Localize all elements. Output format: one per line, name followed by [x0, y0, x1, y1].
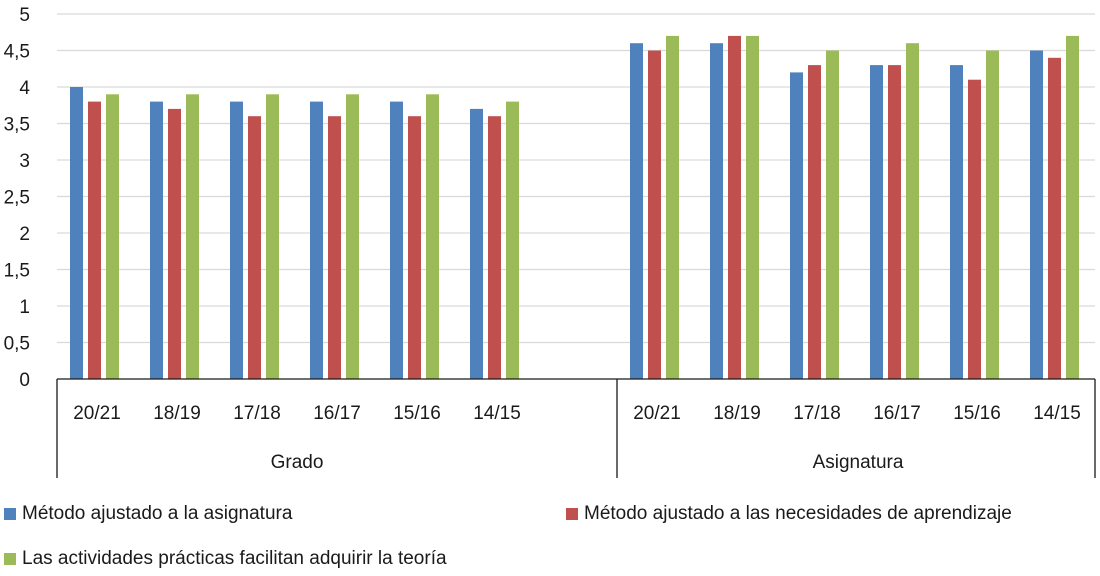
bar: [950, 65, 963, 379]
bar: [710, 43, 723, 379]
bar: [826, 50, 839, 379]
bar: [488, 116, 501, 379]
bar: [790, 72, 803, 380]
bar: [70, 87, 83, 379]
x-tick-label: 20/21: [73, 403, 121, 424]
y-tick-label: 4,5: [4, 42, 30, 63]
y-tick-label: 5: [19, 5, 30, 26]
bar: [1066, 35, 1079, 380]
y-tick-label: 2: [19, 224, 30, 245]
bar: [88, 101, 101, 379]
group-label: Grado: [271, 452, 324, 473]
x-tick-label: 18/19: [713, 403, 761, 424]
bar: [986, 50, 999, 379]
bar: [906, 43, 919, 379]
legend-label-1: Método ajustado a la asignatura: [22, 503, 293, 524]
axes: [56, 378, 1096, 478]
group-label: Asignatura: [813, 452, 904, 473]
legend-swatch-3: [4, 553, 16, 565]
legend-swatch-1: [4, 508, 16, 520]
bar: [168, 108, 181, 380]
bars: [70, 35, 1079, 380]
bar: [746, 35, 759, 380]
x-tick-label: 16/17: [873, 403, 921, 424]
x-tick-label: 15/16: [393, 403, 441, 424]
x-tick-label: 14/15: [473, 403, 521, 424]
bar: [470, 108, 483, 380]
tick-labels: 0 0,5 1 1,5 2 2,5 3 3,5 4 4,5 5: [4, 5, 31, 391]
bar: [808, 65, 821, 379]
y-tick-label: 3,5: [4, 115, 30, 136]
y-tick-label: 3: [19, 151, 30, 172]
y-tick-label: 1,5: [4, 261, 30, 282]
bar: [150, 101, 163, 379]
x-tick-label: 17/18: [793, 403, 841, 424]
bar: [106, 94, 119, 380]
y-tick-label: 0,5: [4, 334, 30, 355]
bar: [408, 116, 421, 379]
bar: [630, 43, 643, 379]
bar: [328, 116, 341, 379]
legend-label-2: Método ajustado a las necesidades de apr…: [584, 503, 1012, 524]
gridlines: [57, 13, 1095, 344]
y-tick-label: 4: [19, 78, 30, 99]
x-tick-label: 17/18: [233, 403, 281, 424]
bar: [426, 94, 439, 380]
bar: [506, 101, 519, 379]
x-tick-label: 14/15: [1033, 403, 1081, 424]
y-tick-label: 0: [19, 370, 30, 391]
group-labels: Grado Asignatura: [271, 452, 904, 473]
legend-label-3: Las actividades prácticas facilitan adqu…: [22, 548, 447, 569]
bar: [666, 35, 679, 380]
legend-item-1: Método ajustado a la asignatura: [4, 503, 292, 525]
x-tick-label: 16/17: [313, 403, 361, 424]
bar: [1048, 57, 1061, 380]
bar: [648, 50, 661, 379]
bar: [346, 94, 359, 380]
bar: [248, 116, 261, 379]
bar: [310, 101, 323, 379]
bar: [1030, 50, 1043, 379]
bar: [390, 101, 403, 379]
bar: [728, 35, 741, 380]
x-tick-label: 15/16: [953, 403, 1001, 424]
bar: [870, 65, 883, 379]
y-tick-label: 1: [19, 297, 30, 318]
legend-swatch-2: [566, 508, 578, 520]
x-tick-label: 18/19: [153, 403, 201, 424]
legend-item-3: Las actividades prácticas facilitan adqu…: [4, 548, 447, 570]
x-tick-label: 20/21: [633, 403, 681, 424]
category-labels: 20/21 18/19 17/18 16/17 15/16 14/15 20/21 18/19…: [73, 403, 1081, 424]
bar: [266, 94, 279, 380]
bar: [230, 101, 243, 379]
legend-item-2: Método ajustado a las necesidades de apr…: [566, 503, 1012, 525]
bar: [968, 79, 981, 379]
bar: [186, 94, 199, 380]
y-tick-label: 2,5: [4, 188, 30, 209]
bar: [888, 65, 901, 379]
